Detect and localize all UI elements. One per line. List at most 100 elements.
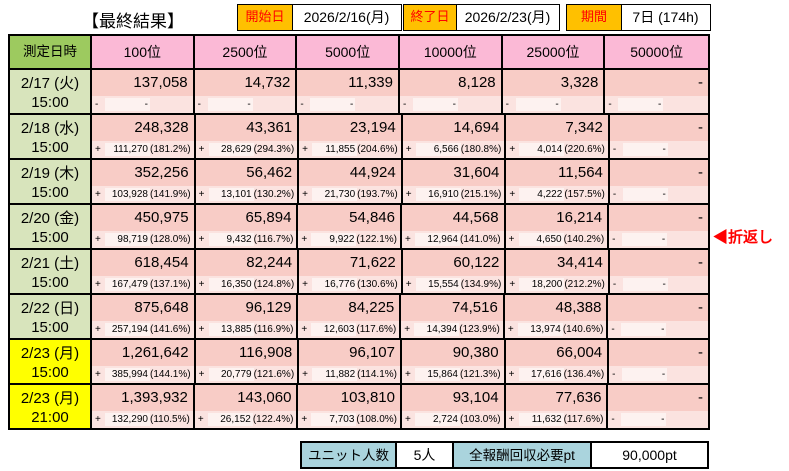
- value-text: 93,104: [402, 385, 504, 411]
- delta-value: -: [621, 323, 667, 336]
- delta-row: --: [608, 411, 708, 428]
- delta-sign: +: [95, 234, 101, 245]
- delta-sign: -: [612, 279, 617, 290]
- value-cell: 56,462 +13,101 (130.2%): [195, 160, 300, 203]
- value-cell: 31,604 +16,910 (215.1%): [402, 160, 507, 203]
- delta-row: +103,928 (141.9%): [92, 186, 194, 203]
- delta-row: +6,566 (180.8%): [402, 141, 505, 158]
- delta-row: +16,910 (215.1%): [402, 186, 505, 203]
- delta-value: 15,864: [415, 368, 460, 381]
- date-label: 2/23 (月): [20, 345, 80, 362]
- delta-sign: -: [612, 144, 617, 155]
- delta-row: +111,270 (181.2%): [92, 141, 194, 158]
- delta-row: +26,152 (122.4%): [194, 411, 297, 428]
- delta-value: 13,974: [517, 323, 563, 336]
- delta-value: 7,703: [311, 413, 357, 426]
- delta-row: --: [609, 141, 708, 158]
- delta-row: --: [92, 96, 193, 113]
- time-label: 15:00: [31, 184, 69, 201]
- value-cell: 43,361 +28,629 (294.3%): [195, 115, 300, 158]
- date-cell: 2/21 (土) 15:00: [10, 250, 92, 293]
- date-cell: 2/17 (火) 15:00: [10, 70, 92, 113]
- value-cell: 450,975 +98,719 (128.0%): [92, 205, 196, 248]
- delta-sign: +: [198, 234, 205, 245]
- delta-sign: -: [612, 369, 616, 380]
- delta-percent: (114.1%): [357, 369, 397, 380]
- column-header-datetime: 測定日時: [10, 36, 92, 70]
- value-text: 450,975: [92, 205, 194, 231]
- delta-sign: +: [405, 189, 412, 200]
- date-cell: 2/20 (金) 15:00: [10, 205, 92, 248]
- value-text: 116,908: [195, 340, 298, 366]
- delta-row: +167,479 (137.1%): [92, 276, 194, 293]
- value-cell: 93,104 +2,724 (103.0%): [402, 385, 506, 428]
- value-text: 1,393,932: [92, 385, 193, 411]
- table-row-group: 2/21 (土) 15:00 618,454 +167,479 (137.1%) 82,2…: [10, 250, 708, 295]
- delta-row: +15,864 (121.3%): [402, 366, 504, 383]
- delta-percent: (180.8%): [460, 144, 502, 155]
- delta-sign: +: [302, 369, 308, 380]
- delta-percent: (117.6%): [563, 414, 604, 425]
- value-text: 77,636: [505, 385, 607, 411]
- delta-percent: (122.1%): [356, 234, 397, 245]
- delta-value: -: [622, 368, 668, 381]
- delta-sign: +: [405, 234, 411, 245]
- delta-value: -: [621, 413, 667, 426]
- value-text: 14,694: [402, 115, 505, 141]
- delta-value: 26,152: [207, 413, 253, 426]
- delta-percent: (116.7%): [253, 234, 294, 245]
- table-row-group: 2/22 (日) 15:00 875,648 +257,194 (141.6%) 96,1…: [10, 295, 708, 340]
- delta-sign: +: [405, 369, 411, 380]
- value-text: 23,194: [299, 115, 401, 141]
- delta-percent: (204.6%): [357, 144, 398, 155]
- value-text: 7,342: [506, 115, 608, 141]
- value-text: 16,214: [505, 205, 608, 231]
- date-label: 2/20 (金): [20, 210, 80, 227]
- delta-row: +18,200 (212.2%): [506, 276, 608, 293]
- delta-value: 18,200: [519, 278, 565, 291]
- delta-row: +98,719 (128.0%): [92, 231, 194, 248]
- time-label: 15:00: [31, 139, 69, 156]
- value-text: 618,454: [92, 250, 194, 276]
- delta-value: 11,855: [312, 143, 358, 156]
- value-text: 96,129: [195, 295, 297, 321]
- delta-value: 6,566: [415, 143, 461, 156]
- delta-value: 16,350: [208, 278, 254, 291]
- page-title: 【最終結果】: [82, 12, 184, 31]
- delta-percent: (110.5%): [150, 414, 190, 425]
- value-text: 8,128: [399, 70, 501, 96]
- value-text: -: [608, 385, 708, 411]
- delta-value: 12,603: [311, 323, 357, 336]
- delta-row: +16,350 (124.8%): [195, 276, 298, 293]
- value-text: 11,339: [297, 70, 398, 96]
- delta-row: +11,632 (117.6%): [505, 411, 607, 428]
- value-cell: ---: [609, 205, 708, 248]
- value-text: 71,622: [299, 250, 401, 276]
- delta-value: -: [622, 233, 668, 246]
- column-header-rank-2500: 2500位: [194, 36, 298, 70]
- delta-value: -: [622, 143, 668, 156]
- value-text: -: [608, 295, 708, 321]
- date-label: 2/17 (火): [20, 75, 80, 92]
- value-cell: 77,636 +11,632 (117.6%): [505, 385, 609, 428]
- value-text: 1,261,642: [92, 340, 194, 366]
- delta-sign: +: [509, 144, 516, 155]
- date-cell: 2/18 (水) 15:00: [10, 115, 92, 158]
- delta-sign: +: [508, 414, 515, 425]
- value-cell: 875,648 +257,194 (141.6%): [92, 295, 196, 338]
- delta-value: 98,719: [105, 233, 150, 246]
- value-cell: 1,261,642 +385,994 (144.1%): [92, 340, 196, 383]
- delta-value: 13,885: [208, 323, 254, 336]
- value-cell: 3,328- -: [502, 70, 606, 113]
- results-table: 測定日時 100位 2500位 5000位 10000位 25000位 5000…: [8, 34, 710, 430]
- value-cell: 8,128- -: [399, 70, 503, 113]
- delta-value: -: [515, 98, 561, 111]
- delta-percent: (116.9%): [253, 324, 294, 335]
- delta-percent: (103.0%): [460, 414, 501, 425]
- delta-percent: (193.7%): [357, 189, 398, 200]
- value-cell: 66,004 +17,616 (136.4%): [505, 340, 610, 383]
- delta-sign: +: [95, 414, 101, 425]
- delta-value: 4,014: [519, 143, 565, 156]
- table-row-group: 2/17 (火) 15:00 137,058- -14,732- -11,339- -8,…: [10, 70, 708, 115]
- value-text: 248,328: [92, 115, 194, 141]
